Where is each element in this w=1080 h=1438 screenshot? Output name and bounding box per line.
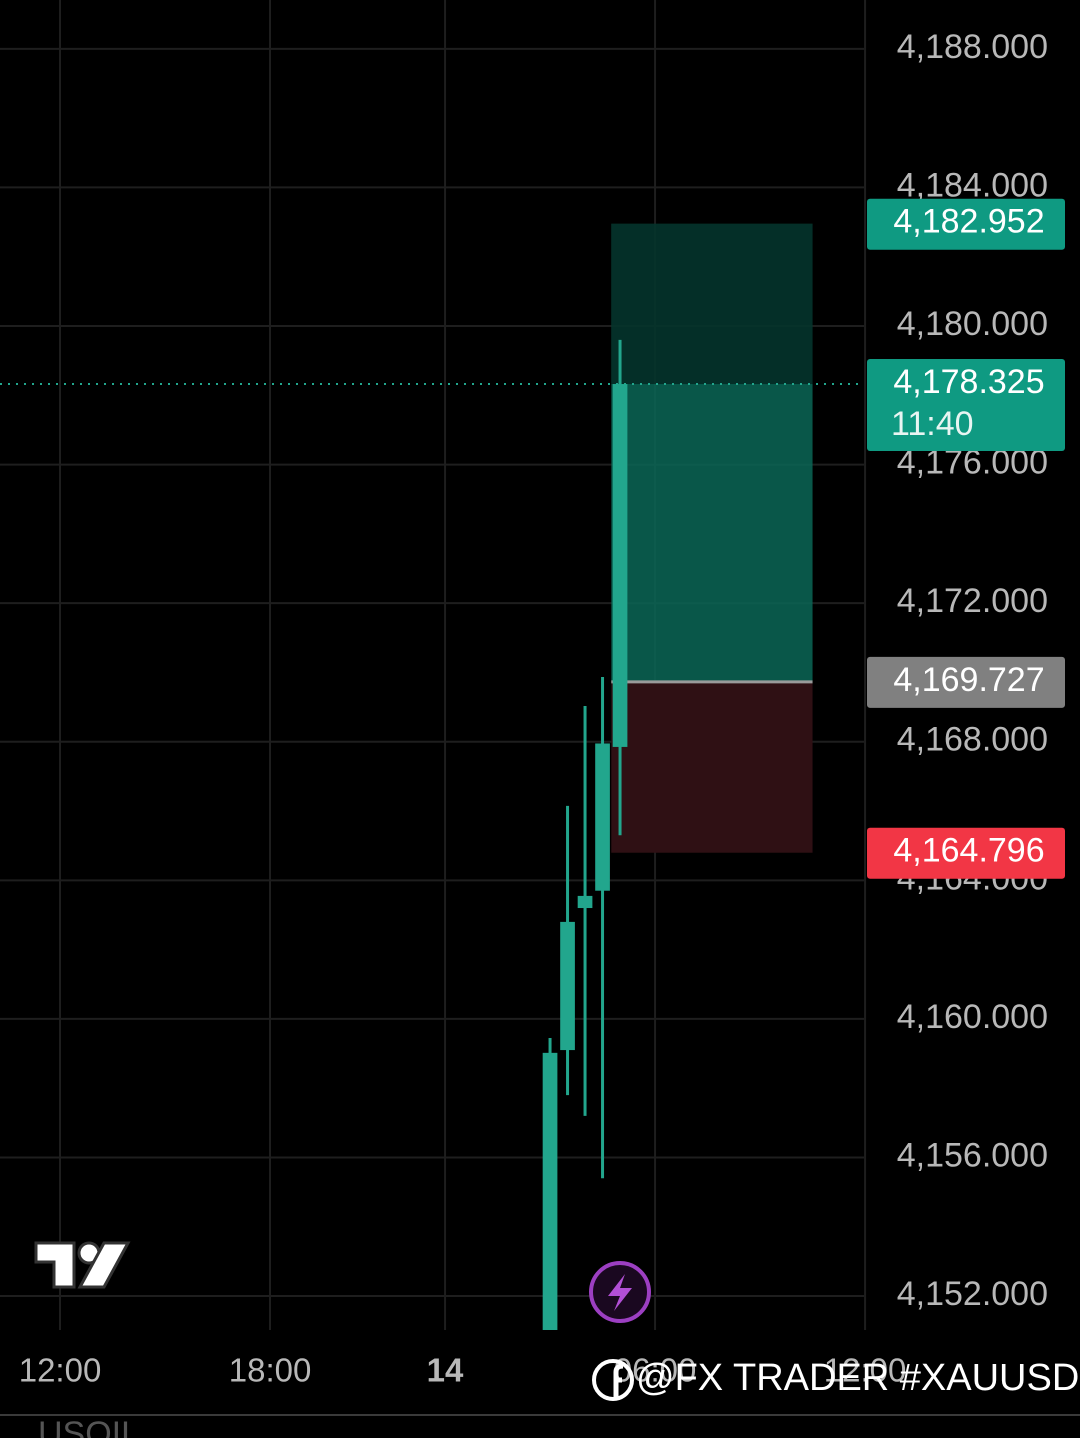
x-tick-label: 14 — [427, 1352, 464, 1389]
entry-box — [867, 656, 1065, 708]
x-tick-label: 12:00 — [19, 1352, 102, 1389]
lightning-icon[interactable] — [589, 1261, 651, 1323]
x-tick-label: 12:00 — [824, 1352, 907, 1389]
y-tick-label: 4,180.000 — [897, 305, 1048, 343]
x-tick-label: 18:00 — [229, 1352, 312, 1389]
footer-symbol: USOIL — [38, 1415, 140, 1438]
countdown: 11:40 — [891, 405, 974, 443]
candle-body — [542, 1052, 558, 1330]
y-tick-label: 4,172.000 — [897, 582, 1048, 620]
y-tick-label: 4,188.000 — [897, 28, 1048, 66]
y-tick-label: 4,184.000 — [897, 166, 1048, 204]
entry-label: 4,169.727 — [893, 661, 1044, 699]
profit-zone-reached — [611, 223, 813, 385]
candle-body — [595, 743, 610, 891]
loss-zone — [611, 681, 813, 853]
y-tick-label: 4,156.000 — [897, 1136, 1048, 1174]
y-tick-label: 4,168.000 — [897, 721, 1048, 759]
axes: 4,152.0004,156.0004,160.0004,164.0004,16… — [19, 28, 1065, 1389]
facebook-icon — [592, 1359, 634, 1401]
stop-loss-box — [867, 827, 1065, 879]
y-tick-label: 4,160.000 — [897, 998, 1048, 1036]
y-tick-label: 4,152.000 — [897, 1275, 1048, 1313]
candle-body — [560, 921, 575, 1051]
plot-area — [0, 223, 864, 1330]
candle-body — [577, 895, 593, 909]
watermark: @FX TRADER #XAUUSD — [636, 1357, 1079, 1399]
tv-logo — [34, 1241, 131, 1289]
take-profit-label: 4,182.952 — [893, 203, 1044, 241]
candle-body — [612, 384, 628, 747]
last-price-box — [867, 359, 1065, 452]
last-price-label: 4,178.325 — [893, 363, 1044, 401]
profit-zone — [611, 223, 813, 682]
take-profit-box — [867, 198, 1065, 250]
stop-loss-label: 4,164.796 — [893, 832, 1044, 870]
